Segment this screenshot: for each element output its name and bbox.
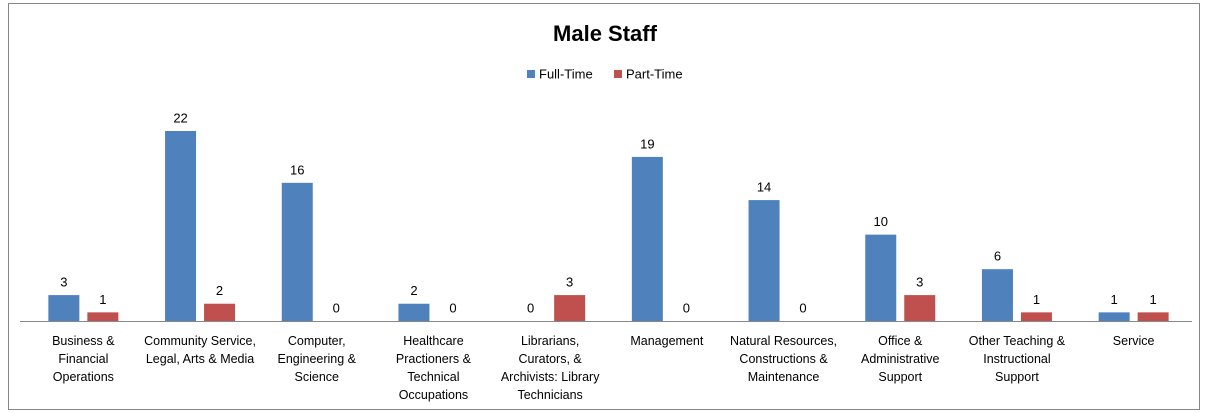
x-tick-label: Computer, Engineering & Science [277,334,357,384]
bar [1137,312,1169,321]
bar [748,200,780,321]
bar [554,295,586,321]
value-label: 2 [216,283,223,298]
value-label: 3 [566,275,573,290]
bar [981,269,1013,321]
bar [631,156,663,321]
value-label: 3 [60,275,67,290]
x-tick-label: Management [630,334,704,348]
legend-swatch [527,70,535,78]
bar [1098,312,1130,321]
bar [1020,312,1052,321]
bar [87,312,119,321]
x-tick-label: Librarians, Curators, & Archivists: Libr… [500,334,600,402]
value-label: 1 [1033,292,1040,307]
value-label: 10 [874,214,888,229]
x-tick-label: Service [1112,334,1155,348]
value-label: 2 [410,283,417,298]
bar [48,295,80,321]
value-label: 0 [333,300,340,315]
legend-label: Full-Time [539,66,593,81]
x-tick-label: Business & Financial Operations [52,334,115,384]
value-label: 3 [916,275,923,290]
bar [204,303,236,321]
value-label: 1 [1150,292,1157,307]
bar [398,303,430,321]
value-label: 1 [1111,292,1118,307]
x-tick-label: Other Teaching & Instructional Support [968,334,1066,384]
value-label: 22 [173,110,187,125]
x-tick-label: Natural Resources, Constructions & Maint… [730,334,838,384]
value-label: 0 [683,300,690,315]
chart-border [8,3,1200,410]
x-tick-label: Community Service, Legal, Arts & Media [144,334,256,366]
bar [165,131,197,321]
bar [865,234,897,321]
value-label: 14 [757,180,771,195]
value-label: 0 [527,300,534,315]
value-label: 0 [799,300,806,315]
legend-label: Part-Time [626,66,683,81]
value-label: 16 [290,162,304,177]
value-label: 6 [994,249,1001,264]
value-label: 1 [99,292,106,307]
x-tick-label: Healthcare Practioners & Technical Occup… [395,334,471,402]
bar [281,182,313,321]
value-label: 0 [449,300,456,315]
legend-swatch [614,70,622,78]
chart-title: Male Staff [553,21,658,46]
value-label: 19 [640,136,654,151]
bar [904,295,936,321]
x-tick-label: Office & Administrative Support [861,334,940,384]
